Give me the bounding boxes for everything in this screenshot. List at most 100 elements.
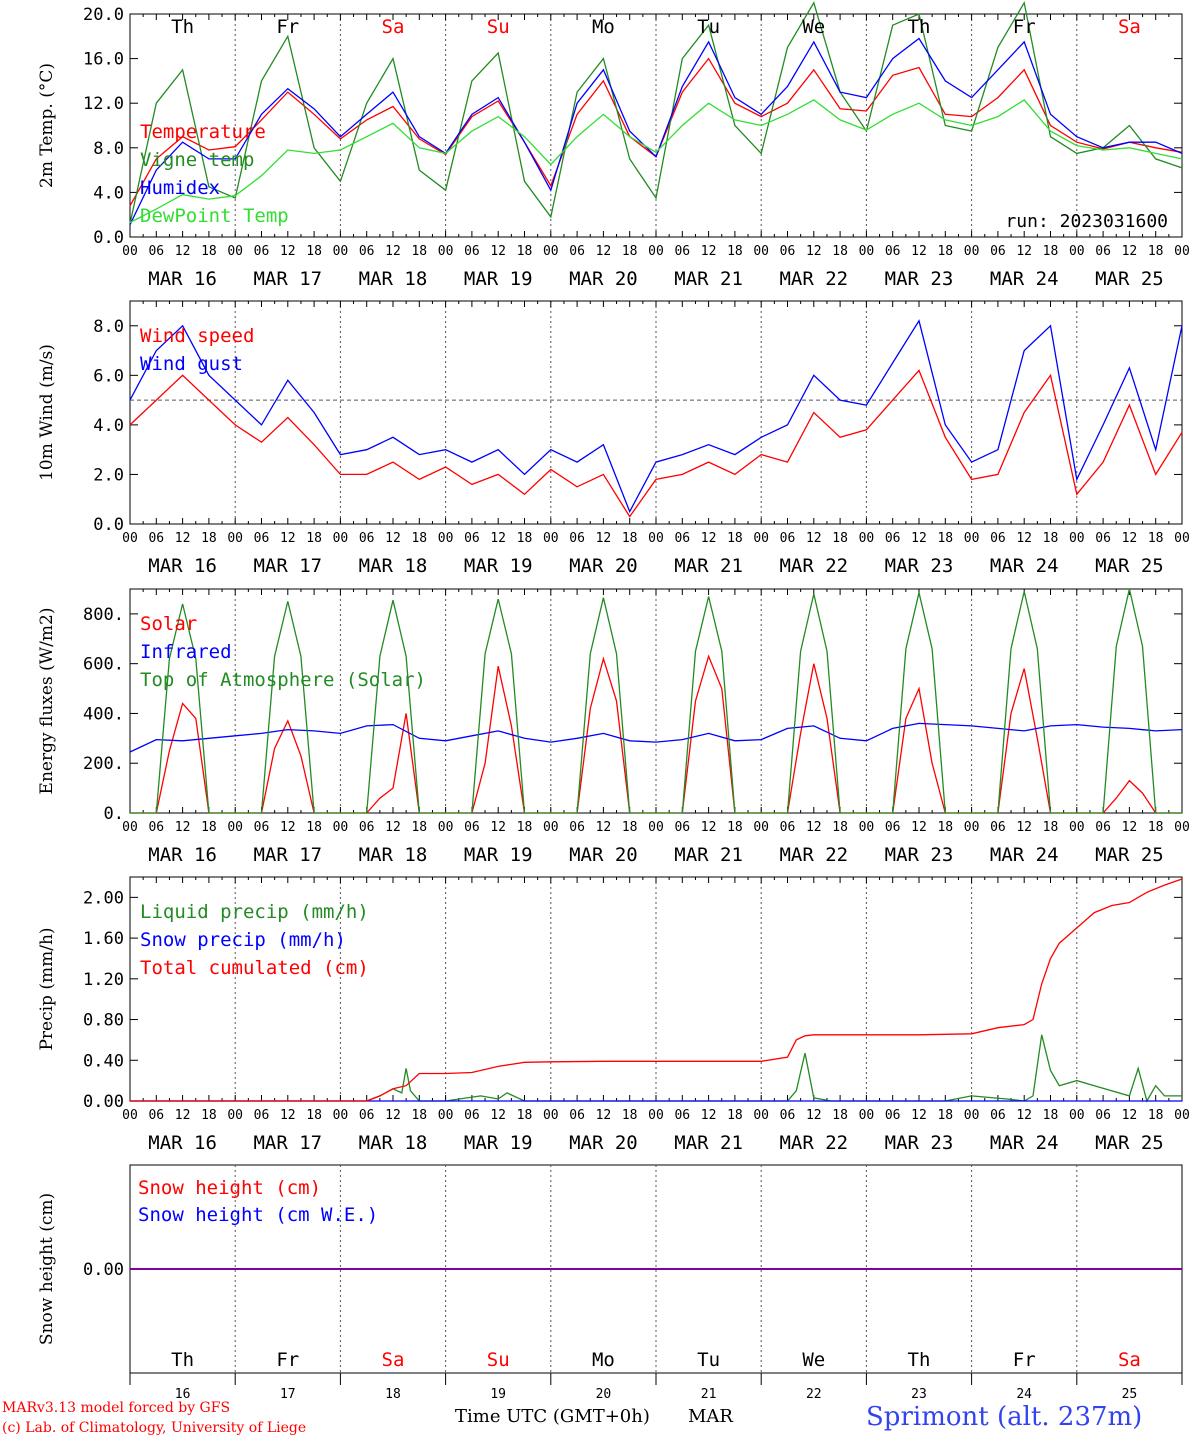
panel-4 [129, 876, 1183, 1103]
hour-tick-label: 12 [280, 244, 296, 259]
hour-tick-label: 06 [885, 1108, 901, 1123]
hour-tick-label: 06 [674, 244, 690, 259]
hour-tick-label: 12 [596, 1108, 612, 1123]
hour-tick-label: 12 [596, 531, 612, 546]
y-tick-label: 200. [83, 754, 124, 774]
day-name-bottom: Fr [276, 1349, 299, 1371]
day-number: 19 [490, 1387, 506, 1402]
hour-tick-label: 18 [832, 244, 848, 259]
day-name-bottom: Mo [592, 1349, 615, 1371]
day-number: 25 [1122, 1387, 1138, 1402]
hour-tick-label: 06 [885, 820, 901, 835]
hour-tick-label: 18 [1043, 820, 1059, 835]
hour-tick-label: 00 [753, 531, 769, 546]
hour-tick-label: 18 [411, 820, 427, 835]
date-label: MAR 20 [569, 844, 638, 866]
hour-tick-label: 06 [780, 244, 796, 259]
day-name-bottom: Tu [697, 1349, 720, 1371]
y-tick-label: 600. [83, 655, 124, 675]
hour-tick-label: 12 [385, 1108, 401, 1123]
x-axis-title: Time UTC (GMT+0h) [455, 1406, 650, 1427]
y-axis-title: 2m Temp. (°C) [37, 63, 57, 188]
hour-tick-label: 12 [280, 820, 296, 835]
hour-tick-label: 18 [411, 1108, 427, 1123]
date-label: MAR 19 [464, 844, 533, 866]
hour-tick-label: 18 [201, 244, 217, 259]
hour-tick-label: 00 [859, 244, 875, 259]
day-name-top: Fr [276, 16, 299, 38]
hour-tick-label: 00 [859, 1108, 875, 1123]
hour-tick-label: 18 [622, 244, 638, 259]
hour-tick-label: 00 [1069, 244, 1085, 259]
series-line-vigne-temp [129, 0, 1183, 224]
legend-liquid-precip-mm-h-: Liquid precip (mm/h) [140, 901, 369, 923]
date-label: MAR 17 [253, 1132, 322, 1154]
date-label: MAR 21 [674, 844, 743, 866]
day-name-top: Fr [1013, 16, 1036, 38]
hour-tick-label: 06 [148, 820, 164, 835]
y-axis-title: 10m Wind (m/s) [37, 344, 57, 481]
hour-tick-label: 06 [990, 244, 1006, 259]
date-label: MAR 21 [674, 555, 743, 577]
hour-tick-label: 18 [411, 244, 427, 259]
legend-snow-height-cm-w-e-: Snow height (cm W.E.) [138, 1204, 378, 1226]
legend-solar: Solar [140, 613, 197, 635]
hour-tick-label: 12 [911, 1108, 927, 1123]
hour-tick-label: 00 [438, 1108, 454, 1123]
hour-tick-label: 12 [806, 531, 822, 546]
hour-tick-label: 06 [359, 1108, 375, 1123]
hour-tick-label: 18 [727, 531, 743, 546]
date-label: MAR 24 [990, 555, 1059, 577]
hour-tick-label: 00 [964, 531, 980, 546]
y-tick-label: 400. [83, 704, 124, 724]
hour-tick-label: 06 [464, 820, 480, 835]
hour-tick-label: 00 [543, 820, 559, 835]
hour-tick-label: 00 [227, 820, 243, 835]
date-label: MAR 24 [990, 1132, 1059, 1154]
hour-tick-label: 06 [1095, 531, 1111, 546]
series-line-top-of-atmosphere-solar- [130, 588, 1182, 814]
hour-tick-label: 18 [517, 1108, 533, 1123]
hour-tick-label: 00 [227, 244, 243, 259]
date-label: MAR 23 [885, 844, 954, 866]
hour-tick-label: 12 [490, 531, 506, 546]
hour-tick-label: 18 [1043, 531, 1059, 546]
day-number: 16 [175, 1387, 191, 1402]
date-label: MAR 20 [569, 555, 638, 577]
hour-tick-label: 06 [254, 1108, 270, 1123]
series-line-wind-speed [129, 369, 1183, 518]
day-number: 24 [1016, 1387, 1032, 1402]
date-label: MAR 23 [885, 555, 954, 577]
hour-tick-label: 06 [780, 531, 796, 546]
hour-tick-label: 12 [596, 820, 612, 835]
hour-tick-label: 18 [832, 531, 848, 546]
hour-tick-label: 18 [937, 244, 953, 259]
day-name-bottom: Th [171, 1349, 194, 1371]
hour-tick-label: 00 [438, 244, 454, 259]
hour-tick-label: 12 [911, 820, 927, 835]
date-label: MAR 18 [359, 555, 428, 577]
hour-tick-label: 12 [1016, 244, 1032, 259]
hour-tick-label: 00 [333, 820, 349, 835]
hour-tick-label: 18 [1148, 531, 1164, 546]
hour-tick-label: 18 [937, 1108, 953, 1123]
hour-tick-label: 00 [1174, 244, 1190, 259]
y-tick-label: 6.0 [93, 366, 124, 386]
hour-tick-label: 12 [1016, 820, 1032, 835]
hour-tick-label: 12 [385, 820, 401, 835]
hour-tick-label: 00 [1069, 820, 1085, 835]
hour-tick-label: 12 [1122, 820, 1138, 835]
hour-tick-label: 00 [1069, 531, 1085, 546]
day-name-bottom: We [802, 1349, 825, 1371]
hour-tick-label: 06 [1095, 244, 1111, 259]
date-label: MAR 24 [990, 844, 1059, 866]
hour-tick-label: 06 [148, 244, 164, 259]
hour-tick-label: 12 [806, 1108, 822, 1123]
y-axis-title: Snow height (cm) [37, 1193, 57, 1345]
hour-tick-label: 00 [859, 820, 875, 835]
y-tick-label: 0. [104, 804, 124, 824]
hour-tick-label: 00 [122, 1108, 138, 1123]
y-axis-title: Precip (mm/h) [37, 927, 57, 1050]
hour-tick-label: 12 [701, 531, 717, 546]
day-number: 18 [385, 1387, 401, 1402]
